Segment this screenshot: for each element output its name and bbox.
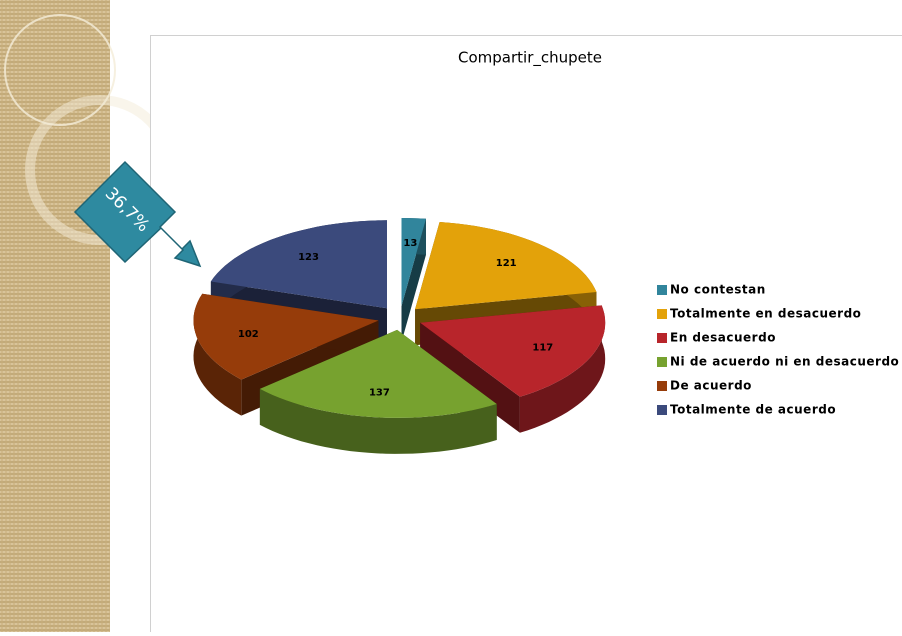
legend-swatch xyxy=(657,285,667,295)
legend-swatch xyxy=(657,357,667,367)
legend-label: Totalmente en desacuerdo xyxy=(670,307,861,321)
legend-swatch xyxy=(657,309,667,319)
texture-strip xyxy=(0,0,110,632)
legend-label: No contestan xyxy=(670,283,766,297)
data-label: 13 xyxy=(403,238,417,249)
data-label: 102 xyxy=(238,329,259,340)
data-label: 123 xyxy=(298,252,319,263)
legend-swatch xyxy=(657,381,667,391)
data-label: 121 xyxy=(496,258,517,269)
legend-label: Totalmente de acuerdo xyxy=(670,403,836,417)
legend-label: En desacuerdo xyxy=(670,331,776,345)
legend-label: De acuerdo xyxy=(670,379,752,393)
legend-swatch xyxy=(657,333,667,343)
data-label: 137 xyxy=(369,388,390,399)
legend-swatch xyxy=(657,405,667,415)
data-label: 117 xyxy=(532,343,553,354)
chart-title: Compartir_chupete xyxy=(458,49,602,68)
legend-label: Ni de acuerdo ni en desacuerdo xyxy=(670,355,899,369)
